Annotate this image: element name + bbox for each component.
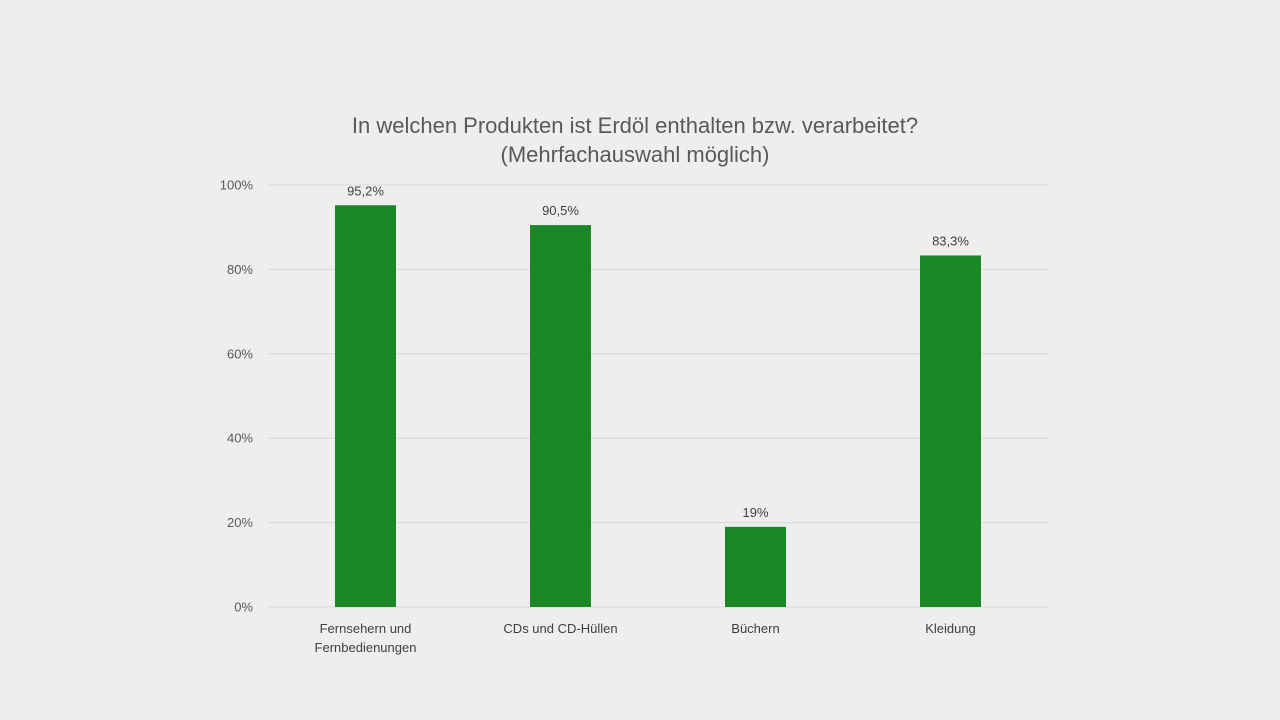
category-label: CDs und CD-Hüllen <box>503 621 617 636</box>
category-label: Büchern <box>731 621 779 636</box>
chart-title-line-2: (Mehrfachauswahl möglich) <box>501 142 770 167</box>
data-label: 90,5% <box>542 203 579 218</box>
y-tick-label: 0% <box>234 600 253 615</box>
bar <box>725 526 786 607</box>
category-label: Fernbedienungen <box>315 640 417 655</box>
category-label: Fernsehern und <box>320 621 412 636</box>
y-tick-label: 20% <box>227 515 253 530</box>
y-tick-label: 100% <box>220 178 254 193</box>
data-label: 95,2% <box>347 183 384 198</box>
y-tick-label: 40% <box>227 431 253 446</box>
y-axis-ticks: 0% 20% 40% 60% 80% 100% <box>220 178 254 615</box>
data-label: 19% <box>742 505 768 520</box>
bars <box>335 205 981 608</box>
x-axis-categories: Fernsehern und Fernbedienungen CDs und CD-… <box>315 621 976 655</box>
chart-title-line-1: In welchen Produkten ist Erdöl enthalten… <box>352 113 918 138</box>
y-tick-label: 60% <box>227 346 253 361</box>
category-label: Kleidung <box>925 621 976 636</box>
chart-title: In welchen Produkten ist Erdöl enthalten… <box>352 113 918 167</box>
y-tick-label: 80% <box>227 262 253 277</box>
data-label: 83,3% <box>932 233 969 248</box>
bar <box>530 225 591 607</box>
gridlines <box>268 184 1048 608</box>
bar <box>920 255 981 607</box>
data-labels: 95,2% 90,5% 19% 83,3% <box>347 183 969 520</box>
bar <box>335 205 396 608</box>
